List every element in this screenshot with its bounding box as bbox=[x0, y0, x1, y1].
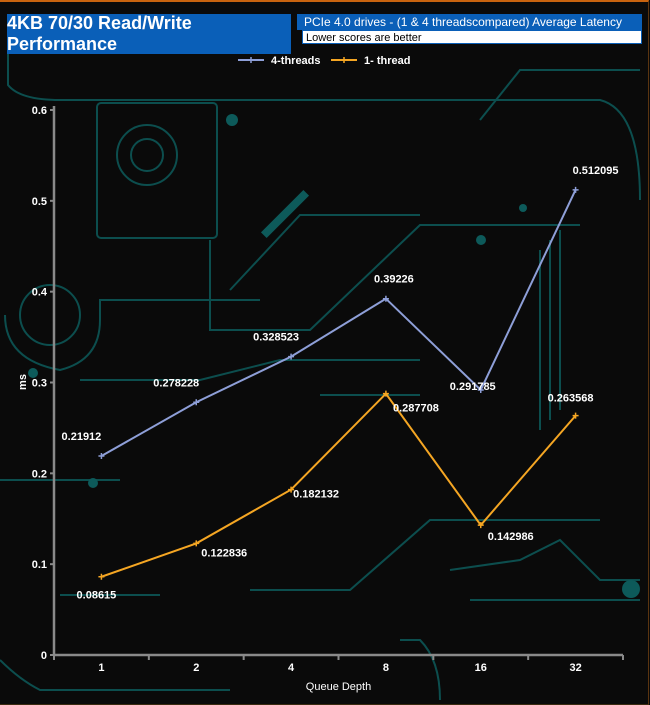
y-axis-label: ms bbox=[17, 374, 29, 390]
data-point bbox=[477, 386, 484, 393]
legend-label: 1- thread bbox=[364, 55, 410, 67]
y-tick-label: 0.6 bbox=[32, 105, 47, 117]
series-line-4-threads bbox=[100, 189, 577, 457]
data-point bbox=[288, 486, 295, 493]
data-label: 0.512095 bbox=[573, 165, 619, 177]
chart-subtitle: PCIe 4.0 drives - (1 & 4 threadscompared… bbox=[297, 14, 642, 30]
data-label: 0.39226 bbox=[374, 274, 414, 286]
legend-label: 4-threads bbox=[271, 55, 321, 67]
y-tick-label: 0.1 bbox=[32, 559, 47, 571]
series-line-1-thread bbox=[101, 392, 577, 578]
data-point bbox=[572, 412, 579, 419]
x-tick-label: 2 bbox=[193, 662, 199, 674]
data-label: 0.182132 bbox=[293, 489, 339, 501]
chart-note: Lower scores are better bbox=[302, 30, 642, 44]
data-label: 0.291785 bbox=[450, 381, 496, 393]
data-point bbox=[288, 353, 295, 360]
data-point bbox=[98, 573, 105, 580]
x-axis-label: Queue Depth bbox=[306, 681, 371, 693]
y-tick-label: 0.2 bbox=[32, 468, 47, 480]
legend-marker bbox=[248, 57, 254, 63]
data-label: 0.328523 bbox=[253, 332, 299, 344]
y-tick-label: 0.3 bbox=[32, 378, 47, 390]
data-point bbox=[477, 522, 484, 529]
data-label: 0.08615 bbox=[77, 590, 117, 602]
data-point bbox=[193, 399, 200, 406]
data-point bbox=[98, 452, 105, 459]
data-label: 0.142986 bbox=[488, 531, 534, 543]
x-tick-label: 8 bbox=[383, 662, 389, 674]
chart-title: 4KB 70/30 Read/Write Performance bbox=[7, 13, 291, 54]
y-tick-label: 0.5 bbox=[32, 196, 47, 208]
data-label: 0.122836 bbox=[201, 547, 247, 559]
x-tick-label: 1 bbox=[98, 662, 104, 674]
data-label: 0.263568 bbox=[548, 393, 594, 405]
legend-marker bbox=[341, 57, 347, 63]
y-tick-label: 0 bbox=[41, 650, 47, 662]
data-label: 0.278228 bbox=[153, 377, 199, 389]
x-tick-label: 32 bbox=[569, 662, 581, 674]
data-point bbox=[382, 295, 389, 302]
data-point bbox=[193, 540, 200, 547]
data-label: 0.287708 bbox=[393, 403, 439, 415]
data-label: 0.21912 bbox=[62, 431, 102, 443]
x-tick-label: 4 bbox=[288, 662, 295, 674]
y-tick-label: 0.4 bbox=[32, 287, 48, 299]
data-point bbox=[382, 390, 389, 397]
x-tick-label: 16 bbox=[475, 662, 487, 674]
data-point bbox=[572, 186, 579, 193]
